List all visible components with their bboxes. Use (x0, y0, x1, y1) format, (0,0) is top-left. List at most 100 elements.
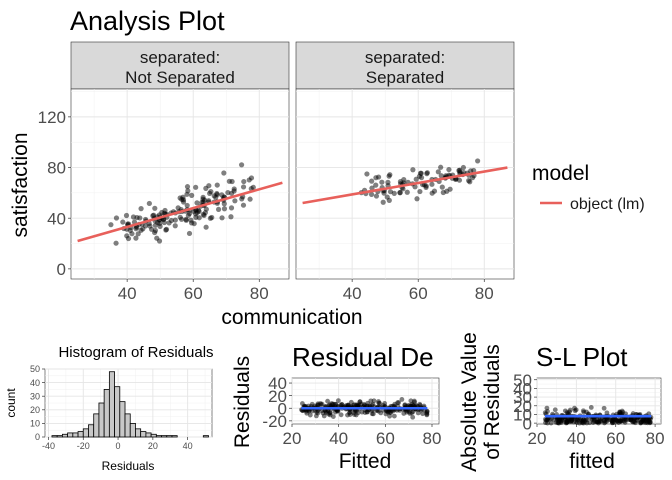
data-point (175, 205, 181, 211)
data-point (581, 420, 586, 426)
data-point (453, 176, 459, 183)
strip-right-line2: Separated (366, 68, 444, 87)
data-point (386, 173, 392, 179)
hist-bar (51, 435, 58, 438)
hist-bar (155, 435, 162, 438)
data-point (221, 201, 227, 207)
data-point (588, 405, 594, 410)
data-point (228, 214, 234, 220)
sl-y-label-line1: Absolute Value (458, 332, 481, 472)
data-point (248, 175, 255, 181)
hist-bar (56, 435, 63, 438)
data-point (556, 418, 562, 424)
data-point (373, 182, 379, 188)
data-point (475, 158, 481, 164)
data-point (338, 412, 344, 418)
data-point (194, 200, 200, 206)
data-point (345, 412, 350, 418)
data-point (379, 179, 385, 185)
data-point (397, 190, 403, 196)
data-point (429, 181, 435, 187)
data-point (152, 205, 158, 211)
data-point (438, 164, 444, 170)
legend: model object (lm) (532, 162, 645, 213)
data-point (369, 178, 375, 184)
data-point (247, 196, 253, 202)
hist-bar (150, 433, 157, 438)
hist-bar (93, 413, 100, 438)
hist-bar (171, 435, 178, 438)
data-point (414, 196, 420, 202)
data-point (348, 399, 354, 405)
hist-bar (72, 432, 79, 438)
hist-bar (140, 431, 147, 438)
strip-left-line1: separated: (140, 48, 220, 67)
x-tick-label: 80 (475, 284, 494, 303)
data-point (226, 178, 232, 184)
data-point (228, 205, 235, 211)
data-point (232, 198, 238, 204)
hist-title: Histogram of Residuals (58, 344, 213, 361)
x-tick-label: 60 (376, 429, 395, 448)
data-point (146, 200, 152, 207)
plot-area-left: 40 60 80 0 40 80 120 (38, 88, 290, 303)
data-point (178, 216, 185, 222)
data-point (129, 231, 135, 237)
sl-y-label-line2: of Residuals (481, 344, 504, 460)
data-point (203, 224, 209, 230)
data-point (189, 192, 195, 198)
data-point (567, 407, 573, 413)
hist-bar (135, 428, 142, 438)
x-tick-label: 80 (423, 429, 442, 448)
data-point (221, 206, 228, 212)
data-point (353, 412, 359, 418)
data-point (456, 167, 462, 174)
data-point (207, 190, 213, 196)
hist-bar (67, 432, 74, 438)
data-point (313, 413, 319, 419)
main-y-label: satisfaction (9, 132, 32, 237)
x-tick-label: 20 (283, 429, 302, 448)
y-tick-label: 40 (47, 209, 66, 228)
x-tick-label: 60 (184, 284, 203, 303)
data-point (343, 403, 349, 408)
data-point (440, 189, 446, 196)
fit-line (302, 166, 508, 205)
data-point (412, 184, 418, 190)
data-point (154, 235, 160, 241)
data-point (548, 420, 554, 426)
hist-bar (124, 413, 131, 438)
strip-right (295, 41, 515, 90)
data-point (152, 227, 159, 234)
legend-item-label: object (lm) (570, 196, 645, 213)
hist-bar (108, 371, 115, 438)
data-point (200, 196, 206, 202)
data-point (402, 402, 408, 408)
x-tick-label: 60 (409, 284, 428, 303)
data-point (551, 417, 557, 423)
y-tick-label: 50 (513, 371, 532, 390)
hist-bar (202, 435, 209, 438)
hist-bar (161, 435, 168, 438)
data-point (157, 223, 163, 229)
data-point (387, 413, 393, 419)
y-tick-label: -20 (262, 412, 287, 431)
data-point (435, 169, 441, 175)
data-point (150, 213, 156, 219)
hist-bar (145, 432, 152, 438)
x-tick-label: 40 (118, 284, 137, 303)
hist-bar (88, 424, 95, 438)
x-tick-label: 60 (606, 429, 625, 448)
data-point (240, 202, 247, 208)
x-tick-label: 20 (528, 429, 547, 448)
data-point (552, 407, 558, 413)
x-tick-label: 40 (329, 429, 348, 448)
resid-y-label: Residuals (231, 356, 254, 448)
y-tick-label: 10 (513, 406, 532, 425)
data-point (335, 398, 341, 404)
data-point (384, 194, 390, 200)
data-point (163, 227, 169, 233)
data-point (447, 186, 453, 192)
data-point (370, 411, 376, 417)
